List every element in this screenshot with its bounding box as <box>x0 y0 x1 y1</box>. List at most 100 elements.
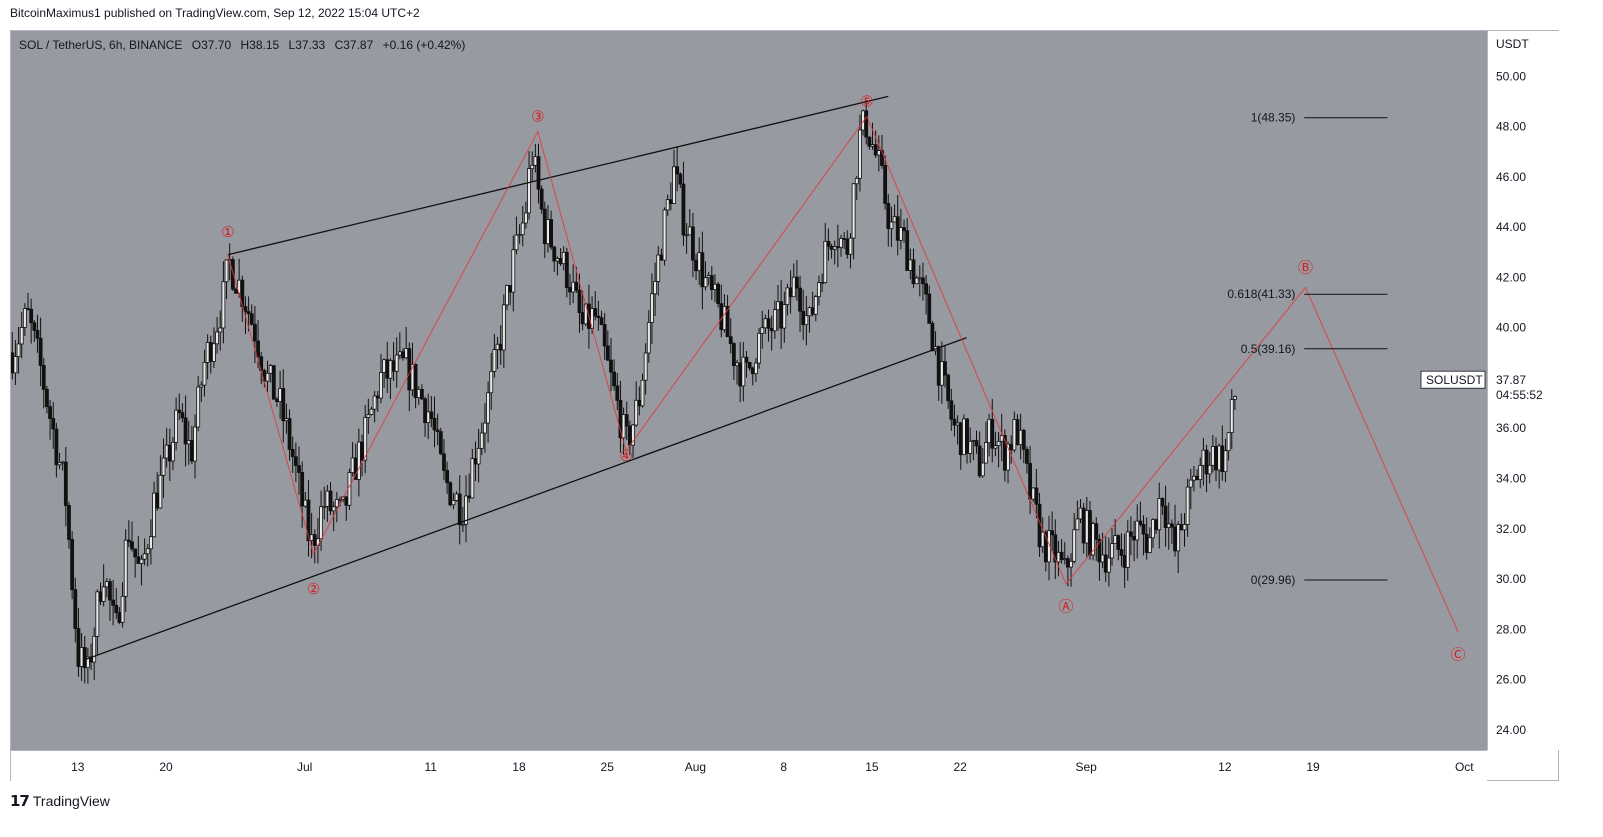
fib-level-label: 1(48.35) <box>1251 111 1296 125</box>
candle-body <box>142 553 147 560</box>
candle-body <box>1160 498 1165 507</box>
x-tick-label: 19 <box>1306 760 1320 774</box>
x-tick-label: Aug <box>685 760 706 774</box>
candle-body <box>505 285 509 306</box>
candle-body <box>624 414 629 427</box>
candle-body <box>568 287 572 293</box>
candle-body <box>984 442 988 464</box>
candle-body <box>858 129 862 179</box>
candle-body <box>615 385 620 401</box>
candle-body <box>1050 530 1055 536</box>
fib-level-label: 0.5(39.16) <box>1241 342 1296 356</box>
candle-body <box>741 356 746 387</box>
candle-body <box>498 343 503 351</box>
price-tag-symbol: SOLUSDT <box>1426 373 1483 387</box>
candle-body <box>303 499 308 507</box>
candle-body <box>738 362 743 387</box>
y-axis-unit: USDT <box>1496 37 1529 51</box>
candle-body <box>432 417 437 431</box>
candle-body <box>164 444 169 459</box>
tradingview-footer[interactable]: 𝟭𝟳 TradingView <box>10 792 110 810</box>
candle-body <box>722 306 727 331</box>
candle-body <box>454 493 459 501</box>
candle-body <box>1113 535 1118 545</box>
candle-body <box>946 374 951 402</box>
candle-body <box>379 372 383 399</box>
candle-body <box>11 352 15 374</box>
chart-plot-area[interactable] <box>11 31 1487 750</box>
candle-body <box>350 457 355 473</box>
candle-body <box>123 539 128 597</box>
candle-body <box>1056 551 1061 563</box>
candle-body <box>760 327 765 334</box>
candle-body <box>35 329 40 339</box>
candle-body <box>1075 518 1080 531</box>
candle-body <box>155 492 160 509</box>
candle-body <box>549 219 554 248</box>
candle-body <box>1210 446 1215 466</box>
candle-body <box>385 359 390 379</box>
candle-body <box>965 418 969 454</box>
candle-body <box>807 307 812 317</box>
candle-body <box>763 318 768 329</box>
candle-body <box>98 591 103 602</box>
candle-body <box>1097 538 1102 563</box>
candle-body <box>1166 523 1171 528</box>
close-label: C <box>334 38 344 52</box>
candle-body <box>1138 520 1143 525</box>
symbol-title[interactable]: SOL / TetherUS, 6h, BINANCE <box>19 38 183 52</box>
candle-body <box>1204 449 1209 475</box>
candle-body <box>306 499 311 542</box>
candle-body <box>974 440 979 447</box>
candle-body <box>300 472 305 507</box>
x-tick-label: Sep <box>1075 760 1097 774</box>
candle-body <box>1185 486 1190 525</box>
candle-body <box>246 311 251 315</box>
candle-body <box>252 323 257 342</box>
candle-body <box>1088 510 1092 556</box>
candle-body <box>980 462 985 477</box>
candle-body <box>839 238 843 248</box>
candle-body <box>1100 554 1105 563</box>
open-label: O <box>191 38 202 52</box>
candle-body <box>684 234 689 237</box>
candle-body <box>561 251 566 265</box>
candle-body <box>1084 510 1089 544</box>
candle-body <box>533 156 538 166</box>
candle-body <box>212 343 216 362</box>
candle-body <box>886 203 891 230</box>
candle-body <box>136 556 141 564</box>
candle-body <box>1110 543 1114 559</box>
candle-body <box>1223 450 1228 473</box>
candle-body <box>48 406 52 419</box>
candle-body <box>653 280 657 295</box>
candle-body <box>873 144 878 156</box>
candle-body <box>599 317 604 325</box>
candle-body <box>319 506 323 540</box>
candle-body <box>842 238 847 240</box>
candle-body <box>555 258 560 262</box>
candle-body <box>1069 560 1073 568</box>
y-tick-label: 34.00 <box>1496 471 1526 485</box>
wedge-trendline <box>85 337 967 661</box>
candle-body <box>993 445 998 449</box>
candle-body <box>1132 535 1136 541</box>
candle-body <box>73 589 78 629</box>
time-axis[interactable] <box>11 750 1487 781</box>
candle-body <box>810 307 815 315</box>
candle-body <box>605 345 610 361</box>
candle-body <box>470 458 475 499</box>
candle-body <box>747 361 752 369</box>
y-tick-label: 26.00 <box>1496 673 1526 687</box>
candle-body <box>158 474 163 509</box>
candle-body <box>1182 524 1187 531</box>
tradingview-logo-icon: 𝟭𝟳 <box>10 793 30 810</box>
impulse-wave-path <box>227 116 868 556</box>
candle-body <box>1226 432 1231 452</box>
candle-body <box>523 212 528 224</box>
candle-body <box>265 372 270 382</box>
candle-body <box>171 441 175 462</box>
candle-body <box>479 432 484 449</box>
candle-body <box>646 322 651 354</box>
candle-body <box>725 306 730 338</box>
